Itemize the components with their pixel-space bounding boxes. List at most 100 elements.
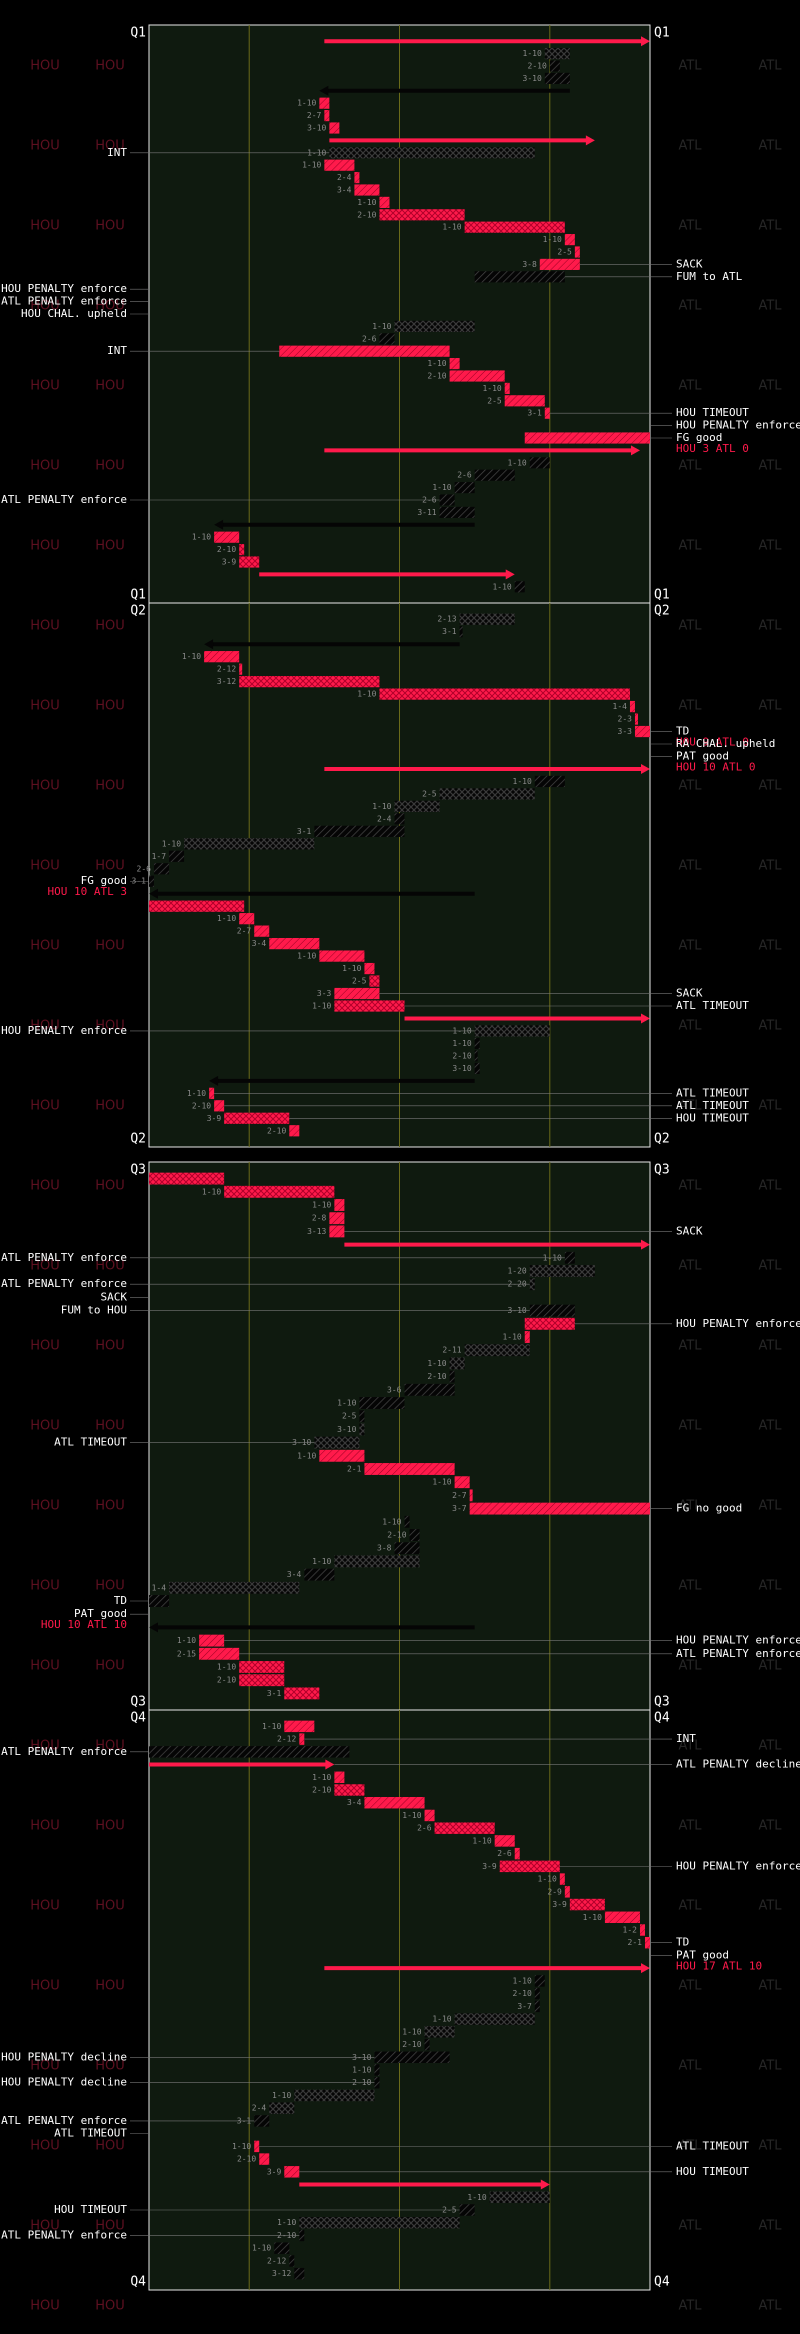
watermarks: HOU HOU ATL ATL HOU HOU ATL ATL HOU HOU ATL ATL HOU H…: [30, 59, 782, 2314]
down-distance: 3-12: [272, 2269, 291, 2278]
play: [369, 975, 380, 987]
play: [279, 345, 450, 357]
down-distance: 1-10: [507, 458, 526, 467]
team-watermark: HOU: [95, 2219, 125, 2234]
play: [284, 2166, 300, 2178]
play: [454, 2013, 535, 2025]
kick-arrow: [641, 1963, 650, 1974]
down-distance: 2-5: [352, 977, 367, 986]
event-note: ATL TIMEOUT: [676, 2139, 749, 2152]
team-watermark: ATL: [758, 1019, 782, 1034]
play: [644, 1937, 650, 1949]
down-distance: 1-10: [187, 1089, 206, 1098]
play: [184, 838, 315, 850]
play: [334, 987, 380, 1000]
down-distance: 1-20: [507, 1267, 526, 1276]
team-watermark: HOU: [95, 699, 125, 714]
team-watermark: ATL: [758, 299, 782, 314]
event-note: HOU CHAL. upheld: [21, 307, 127, 320]
down-distance: 3-3: [317, 989, 332, 998]
team-watermark: HOU: [95, 1659, 125, 1674]
event-note: INT: [107, 146, 127, 159]
team-watermark: ATL: [678, 1419, 702, 1434]
down-distance: 1-10: [302, 161, 321, 170]
down-distance: 2-8: [312, 1214, 327, 1223]
down-distance: 1-10: [357, 198, 376, 207]
score: HOU 10 ATL 0: [676, 760, 755, 773]
team-watermark: HOU: [95, 539, 125, 554]
play: [149, 900, 245, 912]
play: [524, 1317, 575, 1330]
team-watermark: ATL: [678, 1819, 702, 1834]
team-watermark: ATL: [678, 1579, 702, 1594]
team-watermark: HOU: [95, 1259, 125, 1274]
down-distance: 1-10: [467, 2193, 486, 2202]
team-watermark: HOU: [30, 1659, 60, 1674]
down-distance: 1-10: [513, 777, 532, 786]
play: [364, 1463, 455, 1475]
down-distance: 1-10: [217, 914, 236, 923]
down-distance: 3-11: [417, 508, 436, 517]
down-distance: 3-1: [267, 1689, 282, 1698]
play: [334, 1555, 420, 1568]
team-watermark: HOU: [30, 699, 60, 714]
down-distance: 2-6: [417, 1824, 432, 1833]
event-note: ATL PENALTY decline: [676, 1758, 800, 1771]
kick-arrow: [505, 569, 515, 580]
team-watermark: HOU: [95, 1819, 125, 1834]
event-note: HOU PENALTY enforce: [676, 1859, 800, 1872]
team-watermark: ATL: [678, 1099, 702, 1114]
event-note: INT: [676, 1732, 696, 1745]
play: [404, 1515, 410, 1528]
down-distance: 1-10: [297, 99, 316, 108]
down-distance: 2-10: [192, 1101, 211, 1110]
team-watermark: HOU: [30, 1419, 60, 1434]
play: [504, 382, 510, 394]
team-watermark: ATL: [678, 1339, 702, 1354]
play: [629, 700, 635, 713]
event-note: ATL TIMEOUT: [54, 2127, 127, 2140]
down-distance: 2-10: [513, 1989, 532, 1998]
down-distance: 1-10: [513, 1976, 532, 1985]
play: [439, 506, 475, 518]
team-watermark: ATL: [758, 59, 782, 74]
team-watermark: ATL: [758, 1579, 782, 1594]
team-watermark: ATL: [678, 1659, 702, 1674]
down-distance: 1-10: [382, 1517, 401, 1526]
event-note: ATL TIMEOUT: [676, 999, 749, 1012]
play: [259, 2153, 270, 2165]
play: [214, 531, 240, 543]
team-watermark: ATL: [678, 1739, 702, 1754]
down-distance: 3-6: [387, 1385, 402, 1394]
play: [639, 1924, 645, 1936]
team-watermark: ATL: [678, 2219, 702, 2234]
down-distance: 1-2: [623, 1926, 638, 1935]
down-distance: 1-10: [277, 2218, 296, 2227]
play: [394, 800, 440, 812]
down-distance: 2-5: [487, 396, 502, 405]
down-distance: 2-7: [237, 927, 252, 936]
play: [354, 172, 360, 184]
down-distance: 1-10: [232, 2142, 251, 2151]
play: [239, 1661, 285, 1673]
down-distance: 1-4: [152, 1583, 167, 1592]
play: [454, 482, 475, 494]
down-distance: 3-7: [452, 1504, 467, 1513]
event-note: ATL PENALTY enforce: [1, 1251, 127, 1264]
play: [524, 1331, 530, 1343]
kick-arrow: [630, 445, 640, 456]
event-note: FG no good: [676, 1502, 742, 1515]
team-watermark: HOU: [30, 1739, 60, 1754]
event-note: ATL PENALTY enforce: [1, 1745, 127, 1758]
down-distance: 3-9: [207, 1114, 222, 1123]
team-watermark: ATL: [758, 379, 782, 394]
down-distance: 1-10: [337, 1399, 356, 1408]
play: [329, 1212, 345, 1225]
play: [319, 950, 365, 962]
event-note: ATL TIMEOUT: [676, 1086, 749, 1099]
team-watermark: ATL: [678, 1499, 702, 1514]
down-distance: 1-10: [523, 49, 542, 58]
kick-arrow: [641, 763, 650, 774]
team-watermark: HOU: [30, 779, 60, 794]
event-note: HOU PENALTY enforce: [676, 419, 800, 432]
